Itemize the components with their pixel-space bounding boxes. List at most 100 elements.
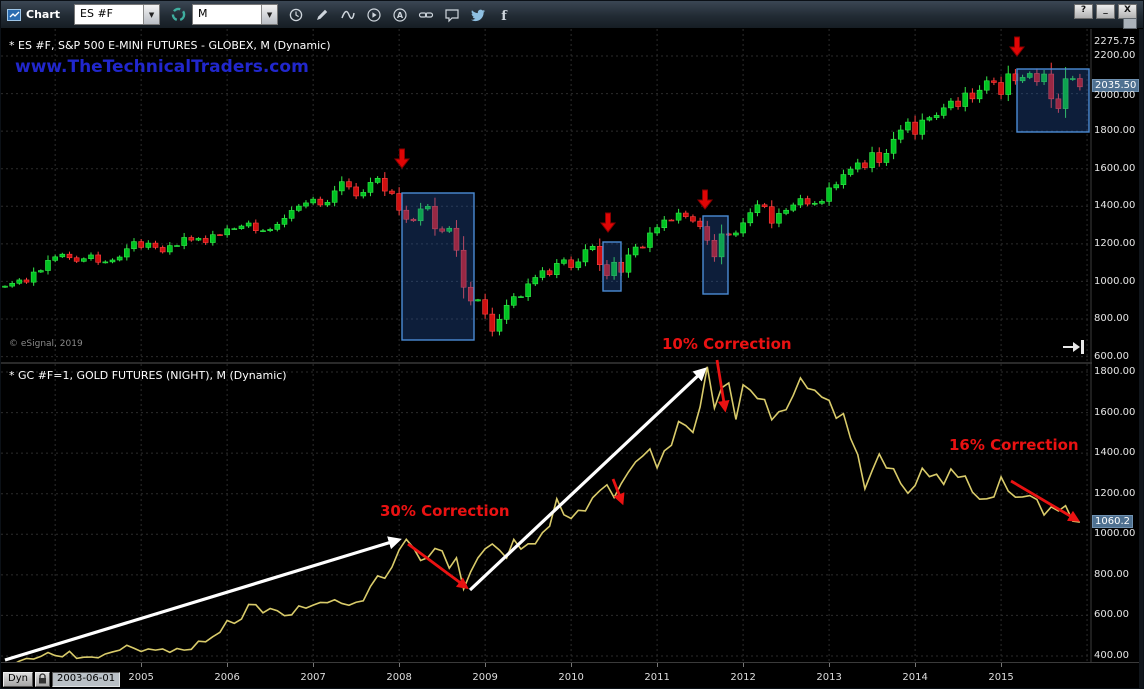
interval-combo[interactable]: M ▼ <box>192 4 279 25</box>
last-price-label: 2035.50 <box>1092 79 1140 92</box>
last-price-label: 1060.2 <box>1092 515 1133 528</box>
red-down-arrow <box>599 212 617 233</box>
year-tick <box>141 663 143 667</box>
correction-zone-box <box>1016 68 1090 133</box>
red-down-arrow <box>393 148 411 169</box>
year-tick <box>313 663 315 667</box>
price-axis[interactable]: 2275.75 2200.00 2035.50 2000.00 1800.00 1600.… <box>1092 1 1140 662</box>
symbol-combo[interactable]: ES #F ▼ <box>74 4 161 25</box>
watermark: www.TheTechnicalTraders.com <box>15 57 309 77</box>
gold-line-chart[interactable] <box>1 364 1091 662</box>
link-tool-button[interactable] <box>414 5 438 25</box>
correction-zone-box <box>702 215 729 295</box>
es-candlestick-chart[interactable] <box>1 29 1091 363</box>
price-tick-label: 1000.00 <box>1094 528 1136 539</box>
price-tick-label: 1800.00 <box>1094 125 1136 136</box>
close-button[interactable]: X <box>1118 4 1137 19</box>
correction-arrow <box>611 478 625 506</box>
curve-tool-button[interactable] <box>336 5 360 25</box>
year-tick <box>743 663 745 667</box>
time-axis[interactable]: 2005 2006 2007 2008 2009 2010 2011 2012 2013 2014… <box>1 662 1139 688</box>
start-date-display: 2003-06-01 <box>51 672 121 687</box>
correction-label: 10% Correction <box>662 335 792 353</box>
trend-arrow <box>4 536 402 662</box>
price-tick-label: 2000.00 <box>1094 90 1136 101</box>
lock-icon <box>38 673 46 684</box>
chevron-down-icon[interactable]: ▼ <box>261 5 278 24</box>
price-tick-label: 1800.00 <box>1094 366 1136 377</box>
price-tick-label: 2275.75 <box>1094 36 1136 47</box>
bottom-controls: Dyn 2003-06-01 <box>3 672 121 687</box>
draw-tools-button[interactable] <box>310 5 334 25</box>
price-tick-label: 800.00 <box>1094 569 1129 580</box>
top-pane-title: * ES #F, S&P 500 E-MINI FUTURES - GLOBEX… <box>9 39 331 52</box>
correction-label: 16% Correction <box>949 436 1079 454</box>
price-tick-label: 400.00 <box>1094 650 1129 661</box>
text-annotation-icon: A <box>393 7 407 22</box>
year-tick <box>399 663 401 667</box>
symbol-combo-value[interactable]: ES #F <box>80 7 113 20</box>
price-tick-label: 600.00 <box>1094 609 1129 620</box>
price-tick-label: 1000.00 <box>1094 276 1136 287</box>
correction-zone-box <box>602 241 622 292</box>
copyright-label: © eSignal, 2019 <box>9 339 83 349</box>
year-label: 2008 <box>386 672 412 683</box>
svg-text:f: f <box>501 9 508 23</box>
chart-window-icon <box>7 8 22 22</box>
link-icon <box>418 11 434 18</box>
window-controls: ? _ X <box>1071 4 1137 19</box>
minimize-button[interactable]: _ <box>1096 4 1115 19</box>
chat-button[interactable] <box>440 5 464 25</box>
year-label: 2006 <box>214 672 240 683</box>
year-label: 2014 <box>902 672 928 683</box>
symbol-lookup-button[interactable] <box>166 5 190 25</box>
twitter-share-button[interactable] <box>466 5 490 25</box>
pencil-icon <box>317 9 328 20</box>
svg-text:A: A <box>397 11 404 20</box>
wave-tool-icon <box>341 10 355 19</box>
year-label: 2012 <box>730 672 756 683</box>
chevron-down-icon[interactable]: ▼ <box>143 5 160 24</box>
chat-icon <box>445 8 459 22</box>
year-tick <box>657 663 659 667</box>
price-tick-label: 800.00 <box>1094 313 1129 324</box>
price-tick-label: 2200.00 <box>1094 50 1136 61</box>
price-tick-label: 1200.00 <box>1094 238 1136 249</box>
red-down-arrow <box>1008 36 1026 57</box>
lock-button[interactable] <box>34 672 50 687</box>
year-tick <box>829 663 831 667</box>
year-label: 2009 <box>472 672 498 683</box>
dyn-button[interactable]: Dyn <box>3 672 33 687</box>
year-tick <box>915 663 917 667</box>
go-to-end-button[interactable] <box>1063 340 1084 354</box>
year-tick <box>1001 663 1003 667</box>
help-button[interactable]: ? <box>1074 4 1093 19</box>
restore-button[interactable] <box>1123 18 1137 29</box>
year-label: 2011 <box>644 672 670 683</box>
red-down-arrow <box>696 189 714 210</box>
window-title: Chart <box>26 8 61 21</box>
price-tick-label: 1400.00 <box>1094 447 1136 458</box>
year-label: 2007 <box>300 672 326 683</box>
interval-combo-value[interactable]: M <box>198 7 208 20</box>
time-history-button[interactable] <box>284 5 308 25</box>
text-annotation-button[interactable]: A <box>388 5 412 25</box>
twitter-icon <box>471 9 486 21</box>
bottom-pane-title: * GC #F=1, GOLD FUTURES (NIGHT), M (Dyna… <box>9 369 287 382</box>
annotation-overlay: 30% Correction 10% Correction 16% Correcti… <box>1 29 1139 662</box>
year-label: 2005 <box>128 672 154 683</box>
title-bar: Chart ES #F ▼ M ▼ A <box>1 1 1143 29</box>
facebook-share-button[interactable]: f <box>492 5 516 25</box>
replay-button[interactable] <box>362 5 386 25</box>
correction-arrow <box>1010 479 1081 522</box>
year-label: 2015 <box>988 672 1014 683</box>
year-label: 2013 <box>816 672 842 683</box>
symbol-lookup-icon <box>171 7 185 22</box>
price-tick-label: 1200.00 <box>1094 488 1136 499</box>
correction-arrow <box>715 359 730 413</box>
correction-label: 30% Correction <box>380 502 510 520</box>
correction-zone-box <box>401 192 475 341</box>
price-tick-label: 1400.00 <box>1094 200 1136 211</box>
price-tick-label: 1600.00 <box>1094 163 1136 174</box>
